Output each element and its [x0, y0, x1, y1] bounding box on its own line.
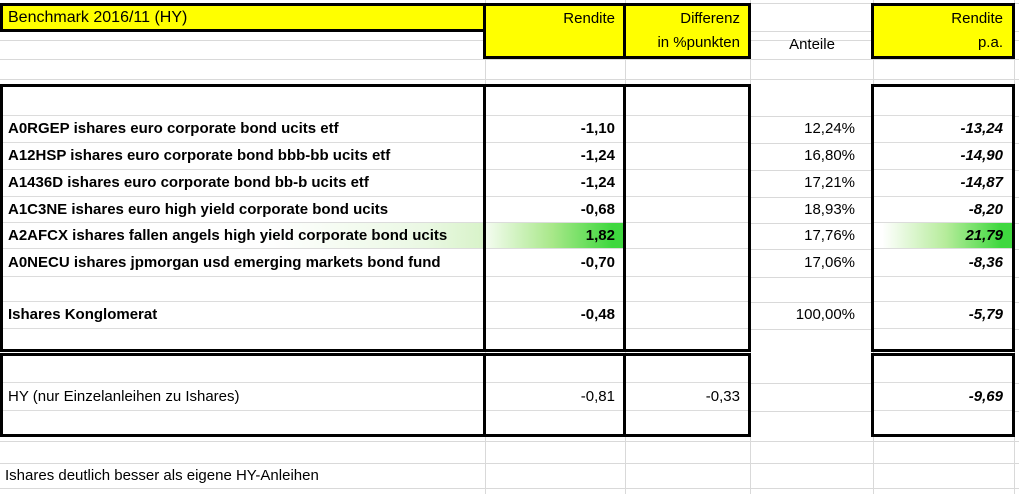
fund-name-cell[interactable]: A1C3NE ishares euro high yield corporate…: [3, 197, 483, 223]
anteile-value-cell[interactable]: 17,76%: [804, 227, 855, 244]
empty-cell[interactable]: [486, 329, 623, 349]
rendite-pa-value-cell[interactable]: -14,87: [874, 170, 1012, 197]
empty-cell[interactable]: [626, 170, 748, 197]
empty-cell[interactable]: [486, 277, 623, 302]
rendite-pa-header-cell[interactable]: Rendite: [951, 10, 1003, 27]
fund-name-cell[interactable]: A1436D ishares euro corporate bond bb-b …: [3, 170, 483, 197]
rendite-header-cell[interactable]: Rendite: [563, 10, 615, 27]
anteile-value-cell[interactable]: 18,93%: [804, 201, 855, 218]
anteile-value-cell[interactable]: 12,24%: [804, 120, 855, 137]
differenz-values-box: [623, 84, 751, 352]
empty-cell[interactable]: [626, 411, 748, 434]
rendite-header-box: Rendite: [483, 3, 626, 59]
empty-cell[interactable]: [3, 356, 483, 383]
empty-cell[interactable]: [3, 329, 483, 349]
empty-cell[interactable]: [3, 411, 483, 434]
fund-name-cell[interactable]: A0NECU ishares jpmorgan usd emerging mar…: [3, 249, 483, 277]
rendite-pa-unit-cell[interactable]: p.a.: [977, 34, 1003, 51]
hy-rendite-pa-box: -9,69: [871, 353, 1015, 437]
hy-name-box: HY (nur Einzelanleihen zu Ishares): [0, 353, 486, 437]
rendite-pa-value-cell[interactable]: -8,20: [874, 197, 1012, 223]
empty-cell[interactable]: [874, 329, 1012, 349]
rendite-values-box: -1,10 -1,24 -1,24 -0,68 1,82 -0,70 -0,48: [483, 84, 626, 352]
fund-name-cell[interactable]: A12HSP ishares euro corporate bond bbb-b…: [3, 143, 483, 170]
total-anteile-cell[interactable]: 100,00%: [795, 306, 855, 323]
empty-cell[interactable]: [3, 87, 483, 116]
fund-names-box: A0RGEP ishares euro corporate bond ucits…: [0, 84, 486, 352]
total-name-cell[interactable]: Ishares Konglomerat: [3, 302, 483, 329]
empty-cell[interactable]: [626, 302, 748, 329]
total-rendite-cell[interactable]: -0,48: [486, 302, 623, 329]
rendite-value-cell[interactable]: -1,10: [486, 116, 623, 143]
empty-cell[interactable]: [874, 356, 1012, 383]
empty-cell[interactable]: [486, 411, 623, 434]
empty-cell[interactable]: [486, 31, 623, 56]
hy-rendite-cell[interactable]: -0,81: [486, 383, 623, 411]
gridline-horizontal: [0, 441, 1019, 442]
differenz-unit-cell[interactable]: in %punkten: [657, 34, 740, 51]
title-box: Benchmark 2016/11 (HY): [0, 3, 486, 32]
empty-cell[interactable]: [626, 197, 748, 223]
rendite-pa-value-cell[interactable]: -8,36: [874, 249, 1012, 277]
hy-name-cell[interactable]: HY (nur Einzelanleihen zu Ishares): [3, 383, 483, 411]
rendite-pa-values-box: -13,24 -14,90 -14,87 -8,20 21,79 -8,36 -…: [871, 84, 1015, 352]
rendite-pa-value-cell[interactable]: -13,24: [874, 116, 1012, 143]
anteile-value-cell[interactable]: 17,06%: [804, 254, 855, 271]
rendite-value-cell[interactable]: -1,24: [486, 143, 623, 170]
hy-rendite-box: -0,81: [483, 353, 626, 437]
fund-name-cell-highlighted[interactable]: A2AFCX ishares fallen angels high yield …: [3, 223, 483, 249]
rendite-pa-value-cell[interactable]: -14,90: [874, 143, 1012, 170]
gridline-horizontal: [0, 59, 1019, 60]
empty-cell[interactable]: [486, 87, 623, 116]
hy-rendite-pa-cell[interactable]: -9,69: [874, 383, 1012, 411]
empty-cell[interactable]: [874, 277, 1012, 302]
empty-cell[interactable]: [626, 87, 748, 116]
empty-cell[interactable]: [3, 277, 483, 302]
gridline-horizontal: [0, 488, 1019, 489]
gridline-horizontal: [0, 463, 1019, 464]
anteile-value-cell[interactable]: 17,21%: [804, 174, 855, 191]
empty-cell[interactable]: [874, 411, 1012, 434]
rendite-value-cell[interactable]: -1,24: [486, 170, 623, 197]
empty-cell[interactable]: [626, 329, 748, 349]
empty-cell[interactable]: [626, 356, 748, 383]
empty-cell[interactable]: [486, 356, 623, 383]
benchmark-title-cell[interactable]: Benchmark 2016/11 (HY): [8, 9, 188, 26]
empty-cell[interactable]: [626, 143, 748, 170]
rendite-pa-header-box: Rendite p.a.: [871, 3, 1015, 59]
empty-cell[interactable]: [626, 223, 748, 249]
rendite-value-cell-highlighted[interactable]: 1,82: [486, 223, 623, 249]
empty-cell[interactable]: [626, 277, 748, 302]
differenz-header-cell[interactable]: Differenz: [680, 10, 740, 27]
total-rendite-pa-cell[interactable]: -5,79: [874, 302, 1012, 329]
empty-cell[interactable]: [626, 116, 748, 143]
empty-cell[interactable]: [626, 249, 748, 277]
footnote-cell[interactable]: Ishares deutlich besser als eigene HY-An…: [5, 467, 319, 484]
empty-cell[interactable]: [874, 87, 1012, 116]
hy-differenz-box: -0,33: [623, 353, 751, 437]
anteile-header-cell[interactable]: Anteile: [789, 36, 835, 53]
rendite-value-cell[interactable]: -0,68: [486, 197, 623, 223]
hy-differenz-cell[interactable]: -0,33: [626, 383, 748, 411]
rendite-value-cell[interactable]: -0,70: [486, 249, 623, 277]
anteile-value-cell[interactable]: 16,80%: [804, 147, 855, 164]
gridline-horizontal: [0, 79, 1019, 80]
fund-name-cell[interactable]: A0RGEP ishares euro corporate bond ucits…: [3, 116, 483, 143]
differenz-header-box: Differenz in %punkten: [623, 3, 751, 59]
rendite-pa-value-cell-highlighted[interactable]: 21,79: [874, 223, 1012, 249]
